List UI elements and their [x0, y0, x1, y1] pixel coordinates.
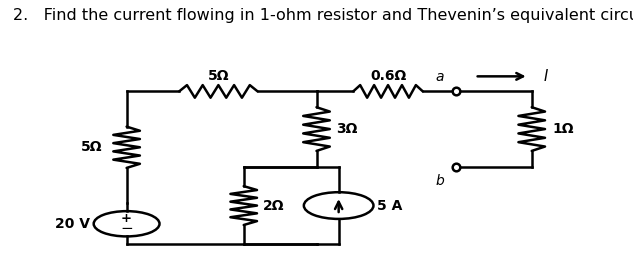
Text: +: + [121, 213, 132, 225]
Text: 2Ω: 2Ω [263, 198, 285, 213]
Text: 1Ω: 1Ω [553, 122, 574, 136]
Text: b: b [436, 174, 444, 188]
Text: 5Ω: 5Ω [80, 140, 102, 154]
Text: 2.   Find the current flowing in 1-ohm resistor and Thevenin’s equivalent circui: 2. Find the current flowing in 1-ohm res… [13, 8, 633, 23]
Text: I: I [544, 69, 548, 84]
Text: 5 A: 5 A [377, 198, 402, 213]
Text: 5Ω: 5Ω [208, 69, 229, 83]
Text: a: a [436, 70, 444, 84]
Text: 3Ω: 3Ω [336, 122, 358, 136]
Text: −: − [120, 221, 133, 236]
Text: 20 V: 20 V [55, 217, 91, 231]
Text: 0.6Ω: 0.6Ω [370, 69, 406, 83]
